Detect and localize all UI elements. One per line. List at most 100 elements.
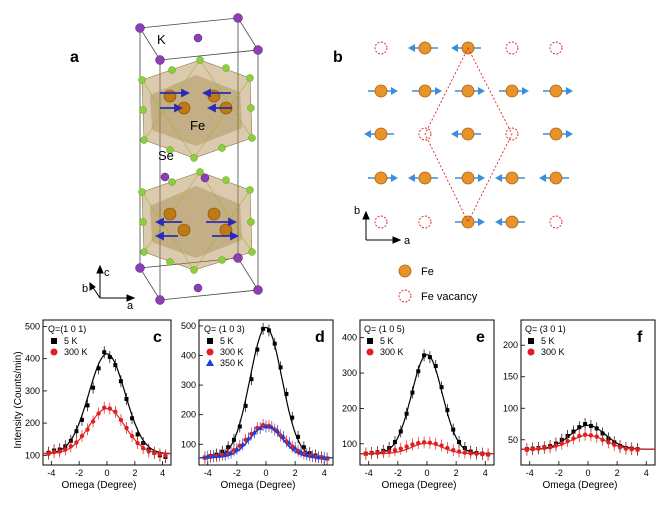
data-point [606,440,611,445]
data-point [113,363,118,368]
data-point [485,452,491,457]
fe-lattice [364,41,573,229]
spin-arrow-head [478,218,485,226]
legend-marker [367,338,373,344]
fe-site-with-spin [408,41,438,55]
spin-arrow-head [495,174,502,182]
fe-atom [418,41,432,55]
data-point [278,365,283,370]
legend-fe-label: Fe [421,266,434,278]
legend-marker [50,348,58,356]
data-point [222,451,228,457]
data-point [205,453,211,459]
x-tick-label: -2 [555,468,563,478]
data-point [600,437,605,442]
data-point [79,433,85,439]
data-point [416,440,421,446]
data-point [588,423,593,428]
fe-site-with-spin [451,41,481,55]
data-point [468,451,473,456]
y-tick-label: 500 [181,321,196,331]
data-point [445,445,450,451]
data-point [530,447,535,452]
fit-curve [43,353,171,455]
y-tick-label: 200 [342,403,357,413]
legend-label: 5 K [220,336,234,346]
data-point [102,405,107,410]
series-300-K: 300 K [521,347,655,456]
data-point [582,432,588,437]
legend-label: 300 K [220,347,244,357]
data-point [79,417,84,422]
legend-label: 5 K [541,336,555,346]
fe-site-with-spin [543,127,573,141]
spin-arrow-head [495,218,502,226]
data-point [480,451,485,457]
spin-arrow-head [522,87,529,95]
fit-curve [360,354,494,455]
data-point [369,451,374,456]
data-point [231,448,237,453]
data-point [547,445,553,450]
fe-atom [418,171,432,185]
fe-atom [549,84,563,98]
data-point [257,425,263,431]
data-point [266,328,271,333]
data-point [146,449,151,454]
data-point [629,447,634,452]
data-point [68,444,74,449]
fe-site-with-spin [539,171,569,185]
data-point [163,453,168,458]
data-point [524,447,530,453]
panel-letter: e [476,329,485,346]
data-point [107,355,112,360]
data-point [363,451,369,456]
data-point [96,411,101,416]
legend-marker [207,338,213,344]
data-point [255,347,260,352]
data-point [427,355,432,360]
panel-b-letter: b [333,49,343,66]
fe-vacancy [505,41,519,55]
data-point [269,424,275,430]
fe-atom [461,215,475,229]
data-point [433,441,438,446]
fe-site-with-spin [495,171,525,185]
fe-atom [461,84,475,98]
spin-arrow-head [451,44,458,52]
y-tick-label: 400 [181,351,196,361]
data-point [118,379,123,384]
series-5-K: 5 K [199,322,333,465]
y-tick-label: 500 [25,321,40,331]
data-point [243,437,248,443]
data-point [623,446,629,451]
panel-letter: c [153,329,162,346]
x-tick-label: -4 [526,468,534,478]
data-point [381,450,386,455]
series-300-K: 300 K [43,347,171,462]
data-point [375,450,380,456]
fe-vacancy-icon [398,289,412,303]
data-point [74,429,79,434]
data-point [612,442,617,448]
x-tick-label: 4 [644,468,649,478]
data-point [129,433,135,439]
data-point [542,445,547,451]
data-point [386,449,392,454]
data-point [588,433,594,438]
data-point [427,440,433,445]
x-tick-label: -2 [394,468,402,478]
k-label: K [157,32,166,47]
chart-c: -4 -2 0 2 4 100 200 300 400 500 Omega (Degree) c Q=(… [25,319,172,491]
fe-site-with-spin [408,171,438,185]
spin-arrow-head [435,87,442,95]
data-point [90,419,96,424]
fe-site-with-spin [451,127,481,141]
spin-arrow-head [364,130,371,138]
spin-arrows-a [154,88,240,241]
data-point [46,451,51,456]
data-point [439,443,444,448]
data-point [392,440,397,445]
panel-a: a [70,13,263,312]
